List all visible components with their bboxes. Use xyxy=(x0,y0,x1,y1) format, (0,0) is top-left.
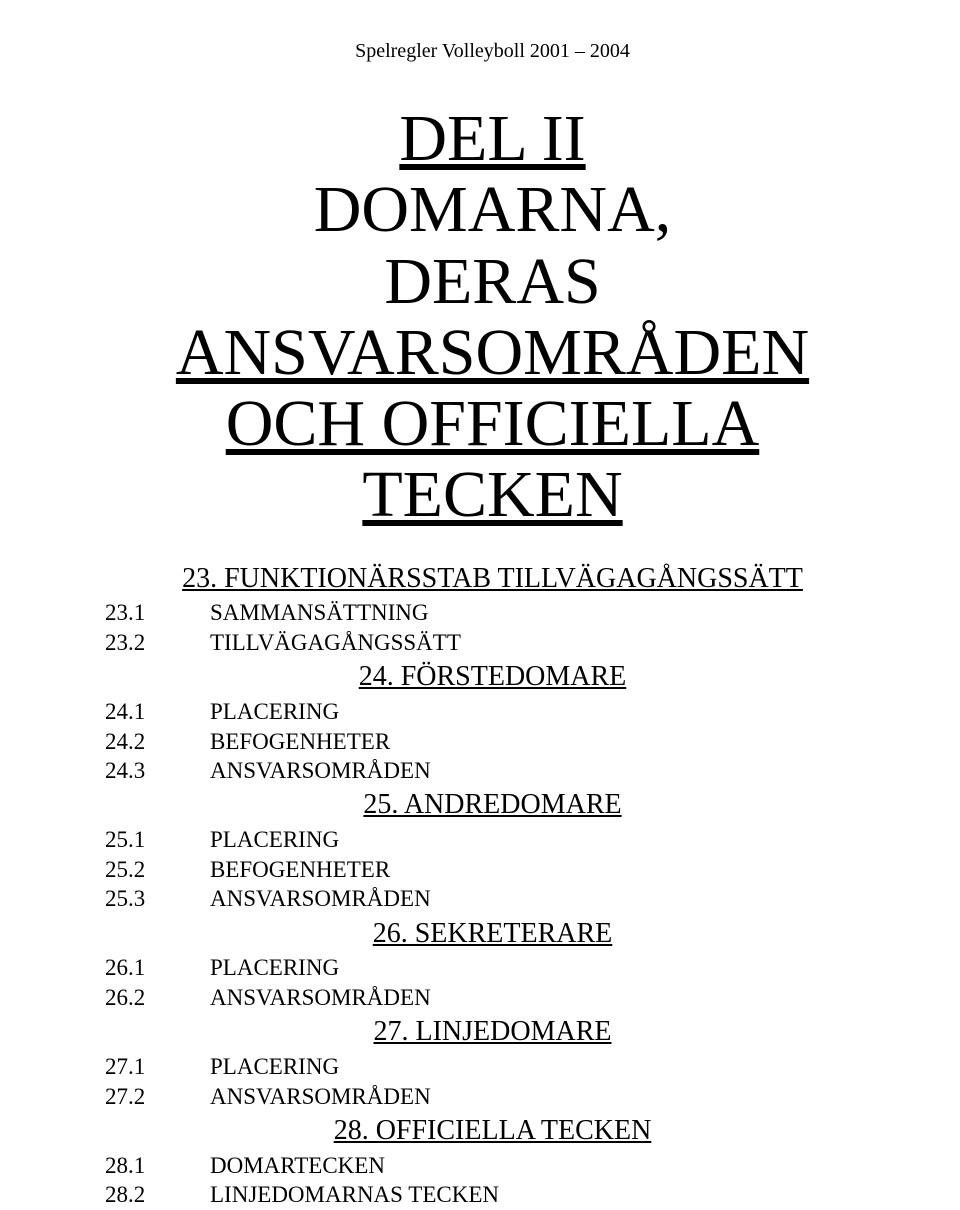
toc-label: BEFOGENHETER xyxy=(210,727,880,756)
toc-row: 28.2 LINJEDOMARNAS TECKEN xyxy=(105,1180,880,1209)
toc-row: 23.1 SAMMANSÄTTNING xyxy=(105,598,880,627)
toc-label: ANSVARSOMRÅDEN xyxy=(210,756,880,785)
toc-label: LINJEDOMARNAS TECKEN xyxy=(210,1180,880,1209)
toc-label: ANSVARSOMRÅDEN xyxy=(210,1082,880,1111)
toc-row: 24.2 BEFOGENHETER xyxy=(105,727,880,756)
toc-number: 27.2 xyxy=(105,1082,210,1111)
toc-row: 25.1 PLACERING xyxy=(105,825,880,854)
toc-number: 23.2 xyxy=(105,628,210,657)
toc-row: 27.1 PLACERING xyxy=(105,1052,880,1081)
toc-number: 24.3 xyxy=(105,756,210,785)
toc-heading: 26. SEKRETERARE xyxy=(105,916,880,952)
toc-row: 27.2 ANSVARSOMRÅDEN xyxy=(105,1082,880,1111)
toc-label: PLACERING xyxy=(210,825,880,854)
toc-row: 25.2 BEFOGENHETER xyxy=(105,855,880,884)
toc-heading: 28. OFFICIELLA TECKEN xyxy=(105,1113,880,1149)
toc-number: 25.2 xyxy=(105,855,210,884)
toc-number: 28.2 xyxy=(105,1180,210,1209)
title-line-5: OCH OFFICIELLA TECKEN xyxy=(226,387,760,531)
table-of-contents: 23. FUNKTIONÄRSSTAB TILLVÄGAGÅNGSSÄTT 23… xyxy=(105,561,880,1210)
toc-heading: 25. ANDREDOMARE xyxy=(105,787,880,823)
title-line-2: DOMARNA, xyxy=(105,174,880,245)
toc-label: DOMARTECKEN xyxy=(210,1151,880,1180)
toc-row: 28.1 DOMARTECKEN xyxy=(105,1151,880,1180)
toc-number: 25.1 xyxy=(105,825,210,854)
toc-label: PLACERING xyxy=(210,1052,880,1081)
toc-number: 24.2 xyxy=(105,727,210,756)
toc-row: 25.3 ANSVARSOMRÅDEN xyxy=(105,884,880,913)
title-line-3: DERAS xyxy=(105,246,880,317)
toc-row: 24.3 ANSVARSOMRÅDEN xyxy=(105,756,880,785)
toc-row: 26.2 ANSVARSOMRÅDEN xyxy=(105,983,880,1012)
toc-heading: 27. LINJEDOMARE xyxy=(105,1014,880,1050)
toc-heading: 24. FÖRSTEDOMARE xyxy=(105,659,880,695)
toc-label: PLACERING xyxy=(210,953,880,982)
toc-number: 26.1 xyxy=(105,953,210,982)
toc-row: 23.2 TILLVÄGAGÅNGSSÄTT xyxy=(105,628,880,657)
toc-number: 26.2 xyxy=(105,983,210,1012)
toc-label: PLACERING xyxy=(210,697,880,726)
toc-label: ANSVARSOMRÅDEN xyxy=(210,884,880,913)
toc-number: 25.3 xyxy=(105,884,210,913)
toc-row: 24.1 PLACERING xyxy=(105,697,880,726)
toc-label: ANSVARSOMRÅDEN xyxy=(210,983,880,1012)
toc-number: 23.1 xyxy=(105,598,210,627)
toc-number: 27.1 xyxy=(105,1052,210,1081)
page-header: Spelregler Volleyboll 2001 – 2004 xyxy=(105,40,880,63)
page: Spelregler Volleyboll 2001 – 2004 DEL II… xyxy=(0,0,960,1178)
toc-label: SAMMANSÄTTNING xyxy=(210,598,880,627)
toc-label: BEFOGENHETER xyxy=(210,855,880,884)
title-line-1: DEL II xyxy=(399,102,585,175)
toc-row: 26.1 PLACERING xyxy=(105,953,880,982)
toc-label: TILLVÄGAGÅNGSSÄTT xyxy=(210,628,880,657)
toc-heading: 23. FUNKTIONÄRSSTAB TILLVÄGAGÅNGSSÄTT xyxy=(105,561,880,597)
title-line-4: ANSVARSOMRÅDEN xyxy=(176,316,809,389)
toc-number: 24.1 xyxy=(105,697,210,726)
toc-number: 28.1 xyxy=(105,1151,210,1180)
title-block: DEL II DOMARNA, DERAS ANSVARSOMRÅDEN OCH… xyxy=(105,103,880,531)
